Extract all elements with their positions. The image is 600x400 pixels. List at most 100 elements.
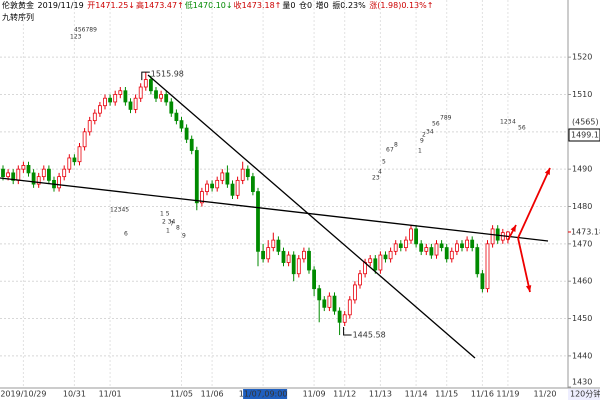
x-tick-label: 11/13 xyxy=(369,390,392,399)
candle-body xyxy=(245,168,250,178)
nine-turn-label: 6 xyxy=(386,147,390,154)
nine-turn-label: 1 xyxy=(418,148,422,155)
y-tick-label: 1450 xyxy=(572,314,592,323)
candle-body xyxy=(82,131,87,148)
candle-body xyxy=(388,250,393,260)
candle-body xyxy=(148,79,153,92)
y-tick-label: 1510 xyxy=(572,90,592,99)
trend-line xyxy=(147,74,476,359)
y-tick-label: 1480 xyxy=(572,202,592,211)
nine-turn-label: 8 xyxy=(394,142,398,149)
y-tick-label: 1520 xyxy=(572,53,592,62)
low: 低1470.10↓ xyxy=(184,1,233,10)
candle-body xyxy=(230,183,235,196)
candle-body xyxy=(77,146,82,163)
candle-body xyxy=(184,127,189,140)
candle-body xyxy=(57,176,61,189)
candle-body xyxy=(143,79,148,88)
y-tick-label: 1490 xyxy=(572,165,592,174)
nine-turn-label: 9 xyxy=(182,233,186,240)
y-tick-label: 1460 xyxy=(572,277,592,286)
candle-body xyxy=(87,120,92,133)
nine-turn-label: 789 xyxy=(440,115,452,122)
nine-turn-label: 34 xyxy=(426,129,434,136)
nine-turn-label: 123 xyxy=(70,34,82,41)
low-label: 1445.58 xyxy=(353,331,386,340)
amplitude: 振0.23% xyxy=(332,1,366,10)
candle-body xyxy=(21,165,26,170)
candle-body xyxy=(103,97,107,107)
x-tick-label: 11/12 xyxy=(333,390,356,399)
nine-turn-label: 4 xyxy=(512,119,516,126)
cursor-price-box xyxy=(568,128,600,142)
x-tick-label: 11/20 xyxy=(533,390,556,399)
candle-body xyxy=(16,168,21,181)
candle-body xyxy=(460,243,464,248)
candle-body xyxy=(210,183,215,189)
candle-body xyxy=(337,310,342,323)
candle-body xyxy=(174,112,179,122)
nine-turn-label: 123 xyxy=(500,119,512,126)
arrow-head xyxy=(544,168,550,175)
candle-body xyxy=(194,150,199,204)
candle-body xyxy=(256,191,260,252)
candle-body xyxy=(261,250,266,260)
nine-turn-label: 4 xyxy=(378,169,382,176)
nine-turn-label: 12345 xyxy=(110,207,129,214)
candle-body xyxy=(373,258,378,271)
x-tick-label: 11/05 xyxy=(170,390,193,399)
candle-body xyxy=(429,247,434,256)
nine-turn-label: 1 xyxy=(166,228,170,235)
nine-turn-label: 2 34 xyxy=(162,219,176,226)
candle-body xyxy=(358,273,362,286)
candle-body xyxy=(6,172,10,178)
candle-body xyxy=(225,172,230,185)
candle-body xyxy=(118,90,123,95)
close: 收1473.18↑ xyxy=(233,1,282,10)
cursor-date-bg xyxy=(243,389,288,399)
candle-body xyxy=(31,172,36,185)
y-tick-label: 1470 xyxy=(572,239,592,248)
candle-body xyxy=(98,105,102,114)
y-tick-label: 1430 xyxy=(572,378,592,387)
nine-turn-label: 7 xyxy=(170,221,174,228)
nine-turn-label: 23 xyxy=(372,175,380,182)
candle-body xyxy=(454,243,459,252)
x-tick-label: 11/16 xyxy=(471,390,494,399)
y-tick-label: 1440 xyxy=(572,351,592,360)
candle-body xyxy=(322,299,327,308)
candle-body xyxy=(62,168,67,178)
candle-body xyxy=(205,183,209,192)
candle-body xyxy=(41,168,46,178)
candle-body xyxy=(67,157,72,170)
candle-body xyxy=(342,314,347,323)
symbol: 伦敦黄金 xyxy=(2,1,34,10)
x-tick-label: 11/09 xyxy=(303,390,326,399)
nine-turn-label: 56 xyxy=(518,125,526,132)
date: 2019/11/19 xyxy=(37,1,84,10)
candle-body xyxy=(286,254,291,263)
candle-body xyxy=(444,247,449,260)
candle-body xyxy=(169,101,174,114)
nine-turn-label: 9 xyxy=(420,138,424,145)
candle-body xyxy=(480,273,485,290)
candle-body xyxy=(123,90,128,103)
candle-body xyxy=(291,254,296,275)
high-label: 1515.98 xyxy=(151,70,184,79)
x-tick-label: 11/19 xyxy=(496,390,519,399)
candle-body xyxy=(332,295,337,312)
candle-body xyxy=(490,228,495,245)
x-tick-label: 11/14 xyxy=(405,390,428,399)
candle-body xyxy=(179,120,184,129)
candle-body xyxy=(434,243,439,256)
candle-body xyxy=(240,168,245,181)
candle-body xyxy=(1,168,5,178)
candle-body xyxy=(11,172,16,181)
candle-body xyxy=(475,247,480,275)
x-tick-label: 11/07,09:00 xyxy=(239,390,288,399)
indicator-name: 九转序列 xyxy=(2,13,34,22)
nine-turn-label: 8 xyxy=(176,225,180,232)
period-bg xyxy=(568,389,600,400)
